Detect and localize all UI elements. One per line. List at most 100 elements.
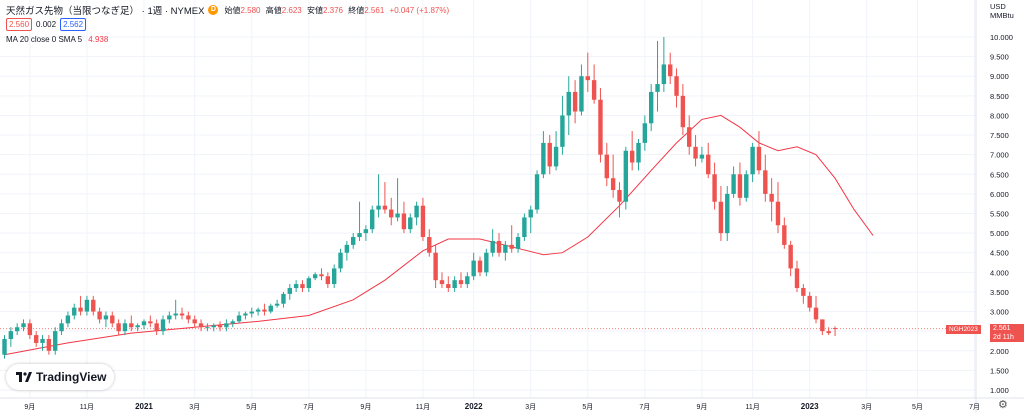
candle-body[interactable] — [154, 323, 159, 332]
candle-body[interactable] — [300, 284, 305, 289]
candle-body[interactable] — [141, 321, 147, 326]
candle-body[interactable] — [788, 244, 793, 269]
candle-body[interactable] — [465, 276, 470, 285]
candle-body[interactable] — [312, 274, 318, 279]
data-status-badge[interactable]: D — [208, 5, 219, 15]
candle-body[interactable] — [414, 205, 419, 218]
candle-body[interactable] — [363, 229, 369, 234]
candle-body[interactable] — [205, 327, 210, 329]
candle-body[interactable] — [186, 315, 191, 320]
candle-body[interactable] — [198, 323, 204, 328]
candle-body[interactable] — [217, 325, 223, 328]
candle-body[interactable] — [211, 325, 216, 328]
candle-body[interactable] — [129, 323, 134, 328]
candle-body[interactable] — [192, 319, 197, 324]
candle-body[interactable] — [173, 313, 178, 316]
candle-body[interactable] — [160, 319, 166, 332]
candle-body[interactable] — [103, 315, 109, 320]
candle-body[interactable] — [718, 201, 724, 234]
candle-body[interactable] — [27, 323, 33, 336]
candle-body[interactable] — [610, 178, 616, 190]
candle-body[interactable] — [2, 339, 7, 355]
candle-body[interactable] — [756, 146, 762, 171]
candle-body[interactable] — [306, 278, 312, 289]
candle-body[interactable] — [236, 315, 242, 322]
candle-body[interactable] — [91, 299, 96, 312]
candle-body[interactable] — [148, 321, 153, 324]
candle-body[interactable] — [731, 174, 736, 194]
candle-body[interactable] — [712, 174, 717, 202]
candle-body[interactable] — [59, 323, 64, 332]
candle-body[interactable] — [408, 217, 413, 230]
candle-body[interactable] — [813, 307, 819, 320]
candle-body[interactable] — [566, 91, 571, 116]
candle-body[interactable] — [604, 154, 609, 179]
candle-body[interactable] — [34, 335, 39, 343]
candle-body[interactable] — [820, 319, 825, 332]
candle-body[interactable] — [122, 323, 128, 332]
candle-body[interactable] — [243, 313, 248, 316]
candle-body[interactable] — [769, 193, 774, 202]
candle-body[interactable] — [287, 288, 292, 294]
ma-line[interactable] — [4, 114, 874, 356]
candle-body[interactable] — [427, 237, 432, 253]
candle-body[interactable] — [794, 268, 800, 289]
candle-body[interactable] — [579, 76, 584, 112]
candle-body[interactable] — [528, 209, 533, 218]
bid-button[interactable]: 2.560 — [6, 18, 33, 31]
candle-body[interactable] — [331, 268, 337, 285]
candle-body[interactable] — [249, 311, 254, 314]
candle-body[interactable] — [598, 99, 603, 155]
candle-body[interactable] — [401, 213, 407, 230]
candle-body[interactable] — [553, 146, 559, 167]
candle-body[interactable] — [382, 205, 388, 210]
candle-body[interactable] — [687, 127, 692, 147]
candle-body[interactable] — [8, 331, 14, 340]
candle-body[interactable] — [351, 237, 356, 245]
candle-body[interactable] — [509, 244, 514, 249]
candle-body[interactable] — [40, 339, 45, 343]
candle-body[interactable] — [623, 150, 629, 202]
candle-body[interactable] — [693, 146, 698, 159]
candle-body[interactable] — [14, 327, 20, 332]
candle-body[interactable] — [53, 331, 58, 351]
candle-body[interactable] — [585, 76, 590, 81]
candle-body[interactable] — [496, 240, 502, 253]
candle-body[interactable] — [680, 95, 686, 128]
candle-body[interactable] — [376, 205, 381, 210]
candle-body[interactable] — [648, 91, 654, 124]
candle-body[interactable] — [21, 323, 26, 328]
candle-body[interactable] — [807, 295, 812, 308]
candle-body[interactable] — [617, 189, 622, 202]
candle-body[interactable] — [642, 123, 648, 143]
candle-body[interactable] — [541, 142, 546, 175]
candle-body[interactable] — [262, 309, 267, 312]
candle-body[interactable] — [744, 174, 749, 198]
candle-body[interactable] — [116, 323, 121, 332]
candle-body[interactable] — [522, 217, 527, 238]
candle-body[interactable] — [268, 305, 273, 312]
candle-body[interactable] — [750, 146, 755, 175]
candle-body[interactable] — [737, 174, 743, 198]
candle-body[interactable] — [503, 244, 508, 253]
candle-body[interactable] — [230, 321, 235, 324]
candle-body[interactable] — [458, 280, 464, 285]
candle-body[interactable] — [395, 213, 400, 218]
candle-body[interactable] — [46, 339, 52, 351]
candle-body[interactable] — [706, 154, 711, 175]
candle-body[interactable] — [293, 284, 299, 289]
candle-body[interactable] — [420, 205, 426, 238]
candle-body[interactable] — [319, 274, 324, 277]
candle-body[interactable] — [389, 209, 394, 218]
candle-body[interactable] — [560, 115, 565, 147]
symbol-title[interactable]: 天然ガス先物（当限つなぎ足） · 1週 · NYMEX — [6, 6, 205, 17]
candle-body[interactable] — [572, 91, 578, 112]
candle-body[interactable] — [699, 154, 705, 159]
candle-body[interactable] — [832, 328, 838, 330]
candle-body[interactable] — [547, 142, 552, 167]
candle-body[interactable] — [477, 260, 483, 273]
candle-body[interactable] — [274, 303, 280, 306]
candle-body[interactable] — [344, 244, 350, 253]
candle-body[interactable] — [629, 150, 635, 163]
